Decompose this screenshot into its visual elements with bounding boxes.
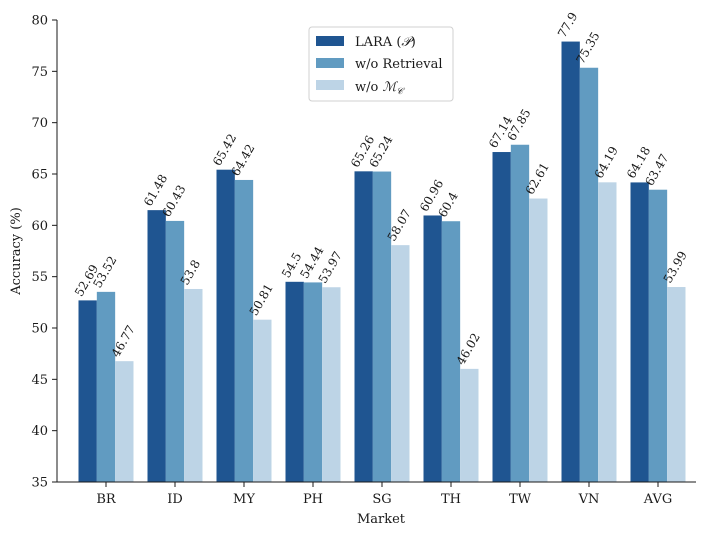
bar-br-series-0 (78, 300, 97, 482)
x-tick-label-ph: PH (303, 492, 323, 507)
bar-tw-series-1 (510, 144, 530, 483)
bar-id-series-2 (184, 288, 203, 482)
y-axis: 35 40 45 50 55 60 65 70 75 80 (31, 14, 58, 491)
y-tick-label: 70 (31, 116, 48, 131)
bar-avg-series-1 (648, 189, 668, 482)
bar-ph-series-2 (322, 287, 341, 482)
bar-sg-series-1 (372, 171, 392, 482)
x-tick-label-avg: AVG (643, 492, 673, 507)
legend-label-lara: LARA (𝒫) (355, 35, 416, 50)
x-axis: BR ID MY PH SG TH TW VN AVG (57, 481, 696, 507)
bar-my-series-1 (234, 179, 254, 483)
bar-ph-series-0 (285, 281, 304, 482)
legend-label-wo-mc: w/o ℳ𝒞 (355, 80, 405, 97)
bar-sg-series-2 (391, 245, 410, 482)
bar-th-series-1 (441, 221, 461, 482)
x-tick-label-br: BR (96, 492, 117, 507)
y-axis-label: Accuracy (%) (9, 207, 24, 296)
y-tick-label: 35 (31, 476, 48, 491)
bar-avg-series-0 (630, 182, 649, 482)
bar-id-series-1 (165, 220, 185, 482)
legend-swatch-wo-retrieval (316, 58, 344, 68)
bar-my-series-2 (253, 319, 272, 482)
bar-id-series-0 (147, 210, 166, 482)
legend-frame (308, 26, 454, 102)
y-tick-label: 75 (31, 65, 48, 80)
y-tick-label: 80 (31, 14, 48, 29)
bar-br-series-1 (96, 291, 116, 482)
bar-vn-series-0 (561, 41, 580, 483)
x-tick-label-tw: TW (509, 492, 532, 507)
y-tick-label: 65 (31, 168, 48, 183)
bar-vn-series-1 (579, 67, 599, 483)
bar-th-series-0 (423, 215, 442, 482)
y-tick-label: 50 (31, 322, 48, 337)
legend-swatch-lara (316, 36, 344, 46)
y-tick-label: 45 (31, 373, 48, 388)
x-tick-label-th: TH (441, 492, 461, 507)
bar-vn-series-2 (598, 182, 617, 483)
bar-tw-series-2 (529, 198, 548, 482)
bar-tw-series-0 (492, 152, 511, 482)
x-tick-label-vn: VN (578, 492, 600, 507)
x-axis-label: Market (357, 512, 406, 527)
x-tick-label-id: ID (167, 492, 183, 507)
data-label-vn-series-0: 77.9 (555, 10, 580, 40)
bar-ph-series-1 (303, 282, 323, 482)
bar-br-series-2 (115, 361, 134, 482)
legend-label-wo-retrieval: w/o Retrieval (355, 57, 443, 72)
x-tick-label-my: MY (233, 492, 255, 507)
bar-sg-series-0 (354, 171, 373, 482)
legend: LARA (𝒫) w/o Retrieval w/o ℳ𝒞 (308, 26, 454, 102)
y-tick-label: 40 (31, 424, 48, 439)
x-tick-label-sg: SG (372, 492, 391, 507)
y-tick-label: 55 (31, 270, 48, 285)
legend-swatch-wo-mc (316, 80, 344, 90)
bars-group (78, 41, 686, 483)
bar-avg-series-2 (667, 287, 686, 482)
y-tick-label: 60 (31, 219, 48, 234)
bar-my-series-0 (216, 169, 235, 483)
bar-th-series-2 (460, 368, 479, 482)
